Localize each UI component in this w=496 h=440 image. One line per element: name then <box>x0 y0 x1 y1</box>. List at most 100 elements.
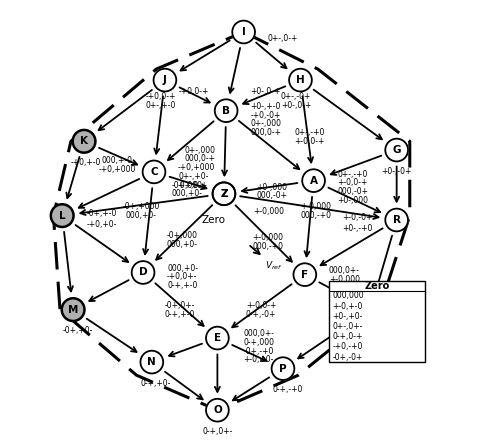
Text: -0+,0+-: -0+,0+- <box>165 301 195 310</box>
Text: 0+-,0-+: 0+-,0-+ <box>268 34 298 43</box>
Text: +-0,-+0: +-0,-+0 <box>360 326 390 335</box>
Text: +0-,000: +0-,000 <box>256 183 288 192</box>
Text: 0-+,+0-: 0-+,+0- <box>141 378 172 388</box>
Text: 0-+,0-+: 0-+,0-+ <box>332 332 363 341</box>
Text: -0+,+-0: -0+,+-0 <box>86 209 117 218</box>
Text: M: M <box>68 304 78 315</box>
Text: 0+-,-+0: 0+-,-+0 <box>294 128 324 137</box>
Text: 0+-,+0-: 0+-,+0- <box>178 172 208 181</box>
Text: +-0,000: +-0,000 <box>300 202 331 211</box>
Text: +-0,000: +-0,000 <box>253 207 285 216</box>
Circle shape <box>385 139 408 161</box>
Text: +-0,+0-: +-0,+0- <box>244 356 274 364</box>
Circle shape <box>73 130 95 153</box>
Text: F: F <box>301 270 309 280</box>
Text: 0-+,-+0: 0-+,-+0 <box>272 385 303 394</box>
Text: -0+,0-+: -0+,0-+ <box>178 180 208 190</box>
Text: +0-,+0-: +0-,+0- <box>332 312 363 321</box>
Text: I: I <box>242 27 246 37</box>
Text: Zero: Zero <box>365 281 389 291</box>
Circle shape <box>143 161 165 183</box>
Circle shape <box>215 99 238 122</box>
Text: -0+,000: -0+,000 <box>171 180 202 190</box>
Circle shape <box>206 399 229 422</box>
Text: -+0,0-+: -+0,0-+ <box>178 87 208 95</box>
Text: +-0,0-+: +-0,0-+ <box>294 137 324 146</box>
Text: -+0,-+0: -+0,-+0 <box>332 342 363 351</box>
Text: 000,0-+: 000,0-+ <box>250 128 281 137</box>
Text: D: D <box>139 268 147 278</box>
Bar <box>329 281 425 362</box>
Circle shape <box>213 183 235 205</box>
Text: +-0,+-0: +-0,+-0 <box>332 301 363 311</box>
Text: -+0,0-+: -+0,0-+ <box>145 92 176 101</box>
Text: 000,0+-: 000,0+- <box>329 266 360 275</box>
Circle shape <box>140 351 163 374</box>
Text: J: J <box>163 75 167 85</box>
Text: B: B <box>222 106 230 116</box>
Text: N: N <box>147 357 156 367</box>
Circle shape <box>154 69 176 92</box>
Text: 0-+,+-0: 0-+,+-0 <box>167 281 197 290</box>
Text: 000,+0-: 000,+0- <box>171 189 202 198</box>
Text: +-0,0-+: +-0,0-+ <box>338 178 368 187</box>
Text: 0-+,000: 0-+,000 <box>244 338 275 347</box>
Text: 0-+,-0+: 0-+,-0+ <box>246 309 276 319</box>
Text: -+0,-0+: -+0,-0+ <box>250 110 281 120</box>
Text: 000,+0-: 000,+0- <box>167 264 198 273</box>
Circle shape <box>62 298 84 321</box>
Text: 0-+,-0+: 0-+,-0+ <box>329 292 359 301</box>
Text: -0+,+0-: -0+,+0- <box>62 326 93 335</box>
Text: -0+,+000: -0+,+000 <box>122 202 160 211</box>
Text: -0+,-0+: -0+,-0+ <box>332 352 363 362</box>
Circle shape <box>232 21 255 44</box>
Text: Q: Q <box>366 304 375 315</box>
Circle shape <box>359 298 382 321</box>
Text: +-0,0-+: +-0,0-+ <box>246 301 276 310</box>
Text: -+0,+000: -+0,+000 <box>178 163 215 172</box>
Text: 000,0+-: 000,0+- <box>244 329 275 338</box>
Text: Zero: Zero <box>201 215 225 225</box>
Text: -0+,-+0: -0+,-+0 <box>244 347 274 356</box>
Circle shape <box>289 69 312 92</box>
Circle shape <box>132 261 154 284</box>
Text: Z: Z <box>220 189 228 199</box>
Text: +0-,000: +0-,000 <box>338 196 369 205</box>
Text: +-0,000: +-0,000 <box>252 233 283 242</box>
Text: R: R <box>393 215 401 225</box>
Text: -+0,+000: -+0,+000 <box>98 165 135 174</box>
Text: P: P <box>279 363 287 374</box>
Text: C: C <box>150 167 158 177</box>
Text: -+0,+0-: -+0,+0- <box>86 220 117 229</box>
Text: +0-,+-0: +0-,+-0 <box>250 102 281 111</box>
Text: 000,+0-: 000,+0- <box>167 239 198 249</box>
Text: +0-,0-+: +0-,0-+ <box>281 101 311 110</box>
Text: 000,0-+: 000,0-+ <box>185 154 215 163</box>
Text: 0-+,+-0: 0-+,+-0 <box>165 309 195 319</box>
Text: 0+-,+-0: 0+-,+-0 <box>145 101 176 110</box>
Text: -0+,000: -0+,000 <box>167 231 198 240</box>
Text: +0-,0-+: +0-,0-+ <box>250 87 281 95</box>
Text: E: E <box>214 333 221 343</box>
Text: 000,+-0: 000,+-0 <box>101 157 132 165</box>
Circle shape <box>213 183 235 205</box>
Text: -+0,0+-: -+0,0+- <box>167 272 197 281</box>
Circle shape <box>385 209 408 231</box>
Text: A: A <box>310 176 317 186</box>
Text: 000,-+0: 000,-+0 <box>300 211 331 220</box>
Text: G: G <box>392 145 401 155</box>
Circle shape <box>51 204 73 227</box>
Text: 000,-+0: 000,-+0 <box>252 242 283 251</box>
Text: +-0,-0+: +-0,-0+ <box>342 213 372 222</box>
Text: O: O <box>213 405 222 415</box>
Text: 000,000: 000,000 <box>332 291 364 301</box>
Text: K: K <box>80 136 88 146</box>
Text: H: H <box>296 75 305 85</box>
Text: 0+-,0+-: 0+-,0+- <box>332 322 363 331</box>
Text: 0+-,-0+: 0+-,-0+ <box>281 92 311 101</box>
Text: +-0,000: +-0,000 <box>329 275 360 283</box>
Text: 000,+0-: 000,+0- <box>125 211 156 220</box>
Circle shape <box>206 326 229 349</box>
Text: 0+-,000: 0+-,000 <box>185 146 215 154</box>
Text: $V_{ref}$: $V_{ref}$ <box>265 259 283 272</box>
